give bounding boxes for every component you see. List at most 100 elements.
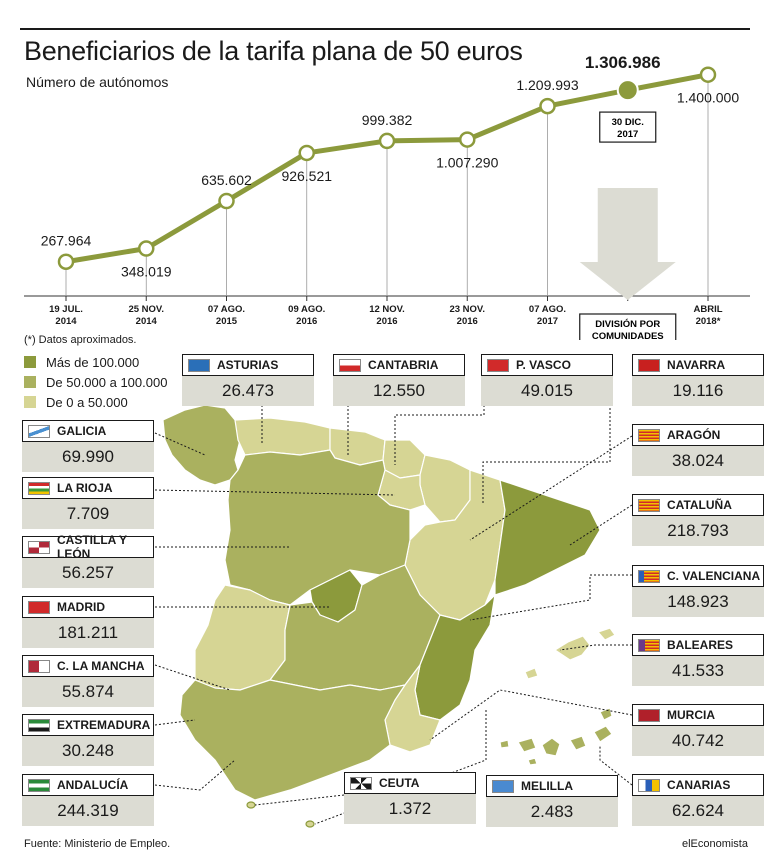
x-tick-label: 12 NOV. — [369, 304, 405, 315]
asturias-flag-icon — [188, 358, 210, 372]
c-la-mancha-flag-icon — [28, 659, 50, 673]
data-label: 1.400.000 — [677, 90, 739, 106]
region-baleares-menorca[interactable] — [597, 627, 616, 641]
region-baleares-ibiza[interactable] — [524, 667, 539, 680]
region-value: 62.624 — [632, 796, 764, 826]
canarias-flag-icon — [638, 778, 660, 792]
callout-date-box — [599, 111, 657, 143]
region-name: CEUTA — [379, 776, 420, 790]
legend-item-high: Más de 100.000 — [24, 352, 167, 372]
callout-label-line1: DIVISIÓN POR — [595, 318, 660, 330]
data-label: 999.382 — [362, 112, 413, 128]
region-value: 40.742 — [632, 726, 764, 756]
region-box-ceuta: CEUTA 1.372 — [344, 772, 476, 824]
melilla-flag-icon — [492, 779, 514, 793]
brand-label: elEconomista — [681, 838, 748, 850]
data-label: 1.209.993 — [516, 77, 578, 93]
x-tick-label: 23 NOV. — [449, 304, 485, 315]
data-point — [699, 66, 717, 83]
data-point — [378, 132, 396, 150]
region-name: MADRID — [57, 600, 105, 614]
region-asturias[interactable] — [234, 417, 331, 456]
region-box-asturias: ASTURIAS 26.473 — [182, 354, 314, 406]
region-cataluna[interactable] — [494, 479, 601, 596]
x-tick-label: 2016 — [296, 316, 317, 327]
callout-label-box — [579, 313, 677, 340]
region-box-madrid: MADRID 181.211 — [22, 596, 154, 648]
region-canarias-4[interactable] — [593, 725, 613, 743]
region-value: 12.550 — [333, 376, 465, 406]
x-tick-label: 2017 — [537, 316, 558, 327]
region-value: 41.533 — [632, 656, 764, 686]
x-tick-label: 2015 — [216, 316, 238, 327]
andalucia-flag-icon — [28, 778, 50, 792]
region-name: CATALUÑA — [667, 498, 732, 512]
region-box-c-valenciana: C. VALENCIANA 148.923 — [632, 565, 764, 617]
data-point-highlight — [616, 79, 639, 102]
region-name: BALEARES — [667, 638, 734, 652]
region-name: ANDALUCÍA — [57, 778, 129, 792]
title-rule — [20, 28, 750, 30]
chart-title: Beneficiarios de la tarifa plana de 50 e… — [24, 36, 523, 66]
region-value: 55.874 — [22, 677, 154, 707]
region-canarias-6[interactable] — [499, 739, 510, 749]
aragon-flag-icon — [638, 428, 660, 442]
region-name: GALICIA — [57, 424, 107, 438]
legend-swatch-high — [24, 356, 36, 368]
region-name: MELILLA — [521, 779, 573, 793]
data-label: 926.521 — [281, 168, 332, 184]
galicia-flag-icon — [28, 424, 50, 438]
region-box-extremadura: EXTREMADURA 30.248 — [22, 714, 154, 766]
region-name: P. VASCO — [516, 358, 571, 372]
castilla-leon-flag-icon — [28, 540, 50, 554]
legend-label-low: De 0 a 50.000 — [46, 394, 128, 410]
region-box-cantabria: CANTABRIA 12.550 — [333, 354, 465, 406]
region-value: 38.024 — [632, 446, 764, 476]
legend-item-mid: De 50.000 a 100.000 — [24, 372, 167, 392]
region-canarias-3[interactable] — [569, 735, 587, 751]
region-baleares[interactable] — [554, 635, 591, 661]
region-name: CANTABRIA — [368, 358, 439, 372]
region-canarias-5[interactable] — [599, 707, 613, 721]
region-name: CASTILLA Y LEÓN — [57, 533, 127, 561]
region-box-galicia: GALICIA 69.990 — [22, 420, 154, 472]
callout-arrow — [579, 188, 676, 300]
region-name: CANARIAS — [667, 778, 731, 792]
data-label: 1.007.290 — [436, 155, 498, 171]
data-point — [138, 240, 155, 257]
region-box-la-rioja: LA RIOJA 7.709 — [22, 477, 154, 529]
region-box-navarra: NAVARRA 19.116 — [632, 354, 764, 406]
data-point — [459, 131, 476, 148]
legend-swatch-low — [24, 396, 36, 408]
navarra-flag-icon — [638, 358, 660, 372]
region-canarias-1[interactable] — [517, 737, 537, 753]
x-tick-label: 2014 — [136, 316, 158, 327]
x-tick-label: 09 AGO. — [288, 304, 325, 315]
region-value: 1.372 — [344, 794, 476, 824]
region-c-valenciana[interactable] — [414, 594, 496, 721]
extremadura-flag-icon — [28, 718, 50, 732]
region-galicia[interactable] — [162, 404, 241, 486]
region-ceuta[interactable] — [246, 801, 256, 809]
x-tick-label: 2016 — [376, 316, 397, 327]
region-box-pais-vasco: P. VASCO 49.015 — [481, 354, 613, 406]
region-value: 244.319 — [22, 796, 154, 826]
region-name: C. VALENCIANA — [667, 569, 761, 583]
madrid-flag-icon — [28, 600, 50, 614]
region-value: 181.211 — [22, 618, 154, 648]
region-value: 7.709 — [22, 499, 154, 529]
region-name: NAVARRA — [667, 358, 726, 372]
baleares-flag-icon — [638, 638, 660, 652]
region-andalucia[interactable] — [179, 679, 406, 801]
x-tick-label: 07 AGO. — [529, 304, 566, 315]
region-value: 49.015 — [481, 376, 613, 406]
region-value: 218.793 — [632, 516, 764, 546]
region-canarias-2[interactable] — [541, 737, 561, 757]
footnote: (*) Datos aproximados. — [24, 334, 137, 346]
data-label-highlight: 1.306.986 — [585, 53, 661, 72]
region-canarias-7[interactable] — [527, 757, 538, 766]
murcia-flag-icon — [638, 708, 660, 722]
region-melilla[interactable] — [305, 820, 315, 828]
